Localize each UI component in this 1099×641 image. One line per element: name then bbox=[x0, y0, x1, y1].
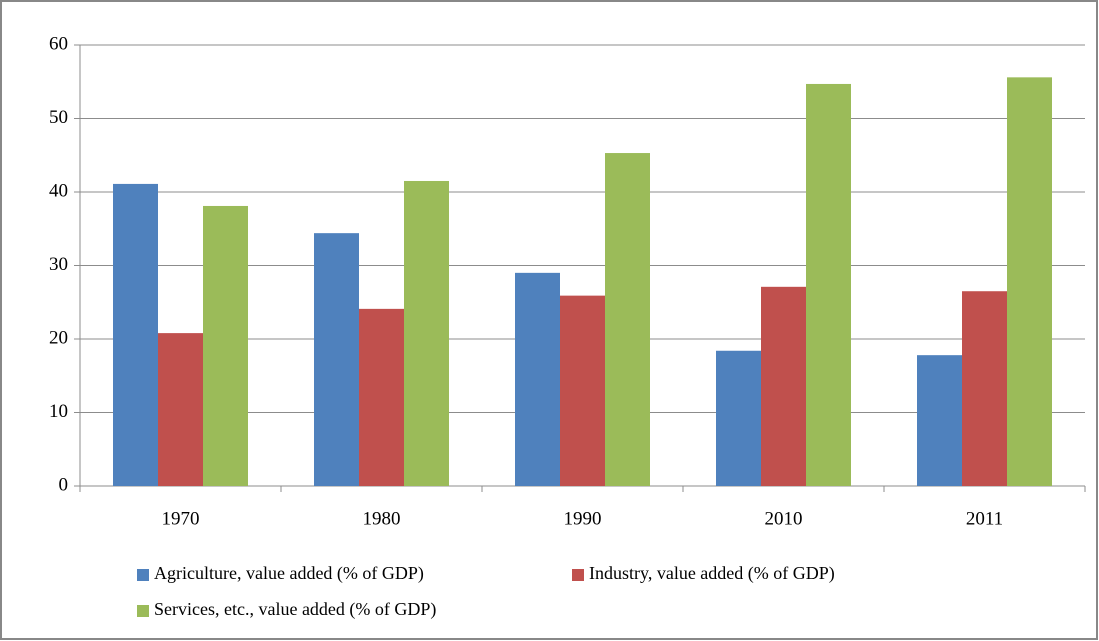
bar bbox=[1007, 77, 1052, 486]
bar bbox=[560, 295, 605, 486]
legend-swatch bbox=[137, 569, 149, 581]
legend: Agriculture, value added (% of GDP) Indus… bbox=[137, 563, 835, 620]
bar bbox=[404, 180, 449, 486]
y-tick-label: 50 bbox=[49, 107, 68, 128]
bar bbox=[716, 350, 761, 486]
legend-label: Agriculture, value added (% of GDP) bbox=[154, 563, 424, 584]
legend-swatch bbox=[137, 605, 149, 617]
x-tick-label: 1980 bbox=[363, 508, 401, 529]
y-tick-label: 30 bbox=[49, 254, 68, 275]
bar bbox=[203, 205, 248, 486]
y-tick-label: 10 bbox=[49, 401, 68, 422]
bar bbox=[605, 153, 650, 487]
bar bbox=[314, 233, 359, 486]
bar bbox=[917, 355, 962, 486]
bar bbox=[359, 308, 404, 486]
y-tick-label: 0 bbox=[59, 474, 69, 495]
x-tick-label: 2010 bbox=[765, 508, 803, 529]
bar bbox=[806, 83, 851, 486]
bar bbox=[158, 333, 203, 486]
bar bbox=[761, 286, 806, 486]
bar bbox=[515, 272, 560, 486]
bar bbox=[113, 183, 158, 487]
y-tick-label: 60 bbox=[49, 33, 68, 54]
legend-label: Services, etc., value added (% of GDP) bbox=[154, 599, 436, 620]
x-tick-label: 2011 bbox=[966, 508, 1003, 529]
y-tick-label: 40 bbox=[49, 180, 68, 201]
legend-swatch bbox=[572, 569, 584, 581]
legend-label: Industry, value added (% of GDP) bbox=[589, 563, 835, 584]
x-tick-label: 1970 bbox=[162, 508, 200, 529]
x-tick-label: 1990 bbox=[564, 508, 602, 529]
bar bbox=[962, 291, 1007, 486]
y-tick-label: 20 bbox=[49, 327, 68, 348]
